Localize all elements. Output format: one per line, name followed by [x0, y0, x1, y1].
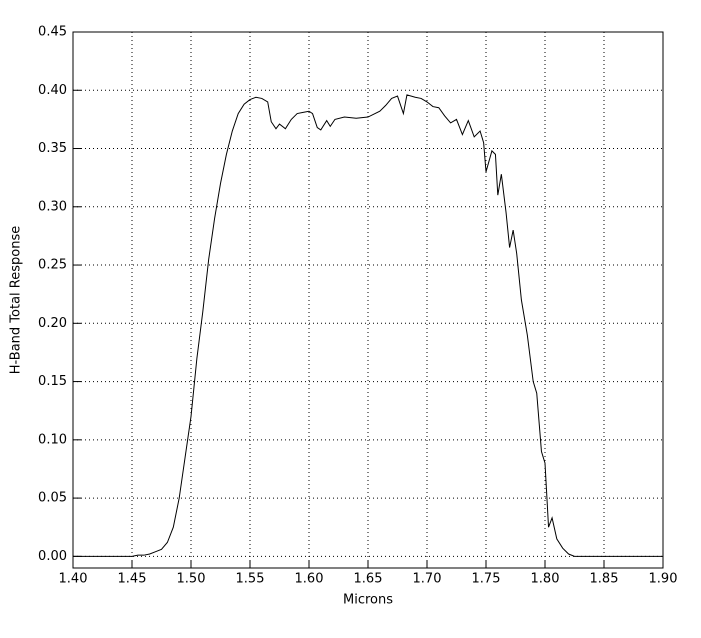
x-tick-label: 1.80	[531, 572, 560, 587]
x-tick-label: 1.45	[118, 572, 147, 587]
x-tick-label: 1.85	[590, 572, 619, 587]
y-tick-label: 0.45	[38, 25, 67, 40]
x-tick-label: 1.50	[177, 572, 206, 587]
x-tick-label: 1.70	[413, 572, 442, 587]
y-tick-label: 0.35	[38, 141, 67, 156]
x-tick-label: 1.40	[59, 572, 88, 587]
x-tick-label: 1.60	[295, 572, 324, 587]
series-line	[73, 94, 663, 557]
y-tick-label: 0.15	[38, 374, 67, 389]
plot-frame	[72, 31, 664, 569]
x-tick-label: 1.65	[354, 572, 383, 587]
y-tick-label: 0.30	[38, 199, 67, 214]
x-tick-label: 1.75	[472, 572, 501, 587]
y-tick-label: 0.00	[38, 549, 67, 564]
x-tick-label: 1.55	[236, 572, 265, 587]
y-tick-label: 0.10	[38, 432, 67, 447]
y-tick-label: 0.05	[38, 491, 67, 506]
x-tick-label: 1.90	[649, 572, 678, 587]
y-tick-label: 0.40	[38, 83, 67, 98]
y-tick-label: 0.20	[38, 316, 67, 331]
y-tick-label: 0.25	[38, 258, 67, 273]
y-axis-label: H-Band Total Response	[9, 226, 24, 374]
x-axis-label: Microns	[343, 593, 393, 608]
